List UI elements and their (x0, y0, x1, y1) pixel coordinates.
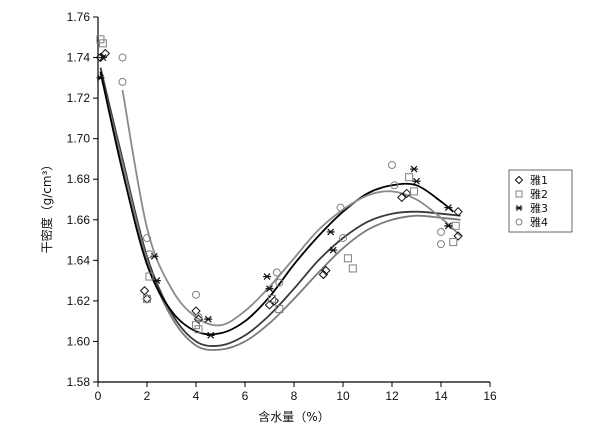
diamond-marker (401, 188, 412, 199)
circle-marker (145, 250, 154, 259)
circle-marker (390, 181, 399, 190)
y-tick-label: 1.72 (67, 91, 91, 105)
legend-label: 雅2 (530, 187, 548, 201)
star-marker (444, 204, 453, 212)
circle-marker (437, 227, 445, 236)
diamond-marker (453, 231, 463, 241)
fit-curve (99, 71, 454, 336)
x-tick-label: 12 (385, 389, 399, 403)
y-axis-ticks: 1.58 1.60 1.62 1.64 1.66 1.68 1.70 1.72 1.74 1.76 (67, 10, 98, 389)
y-tick-label: 1.60 (67, 334, 91, 348)
diamond-marker (453, 206, 463, 217)
circle-marker (272, 268, 281, 277)
circle-marker (118, 53, 127, 62)
x-tick-label: 8 (291, 389, 298, 403)
star-marker (263, 273, 272, 280)
square-marker (194, 325, 203, 334)
square-marker (405, 173, 414, 182)
y-tick-label: 1.64 (67, 253, 91, 267)
square-marker (343, 254, 352, 263)
diamond-marker (139, 286, 150, 296)
y-tick-label: 1.62 (67, 294, 91, 308)
star-marker (206, 331, 215, 339)
fit-curve (99, 73, 461, 351)
circle-marker (192, 290, 200, 299)
square-marker (515, 190, 523, 198)
y-tick-label: 1.70 (67, 132, 91, 146)
square-marker (145, 272, 154, 281)
diamond-marker (142, 294, 152, 304)
fit-curves (99, 67, 462, 351)
x-axis-ticks: 0 2 4 6 8 10 12 14 16 (95, 382, 497, 403)
x-tick-label: 14 (434, 389, 448, 403)
data-markers (95, 35, 463, 339)
star-marker (412, 177, 421, 185)
legend-label: 雅3 (530, 201, 548, 215)
square-marker (275, 305, 284, 313)
fit-curve (121, 89, 462, 327)
fit-curve (99, 67, 461, 347)
x-tick-label: 4 (193, 389, 200, 403)
star-marker (265, 285, 274, 293)
circle-marker (339, 234, 347, 243)
x-tick-label: 6 (242, 389, 249, 403)
circle-marker (275, 278, 284, 287)
diamond-marker (269, 296, 280, 306)
x-tick-label: 0 (95, 389, 102, 403)
diamond-marker (95, 52, 106, 63)
diamond-marker (318, 269, 329, 280)
star-marker (515, 204, 523, 212)
square-marker (449, 238, 458, 247)
star-marker (444, 222, 453, 230)
circle-marker (194, 313, 203, 322)
y-tick-label: 1.74 (67, 51, 91, 65)
square-marker (96, 35, 105, 44)
diamond-marker (397, 192, 407, 203)
circle-marker (118, 77, 127, 86)
circle-marker (143, 234, 151, 243)
star-marker (410, 165, 419, 173)
x-tick-label: 2 (144, 389, 151, 403)
y-tick-label: 1.76 (67, 10, 91, 24)
star-marker (98, 54, 107, 61)
square-marker (98, 39, 107, 48)
square-marker (143, 294, 151, 303)
star-marker (326, 228, 335, 236)
star-marker (96, 74, 105, 82)
circle-marker (388, 161, 396, 170)
square-marker (410, 187, 419, 196)
x-axis-title: 含水量（%） (258, 409, 329, 424)
y-tick-label: 1.68 (67, 172, 91, 186)
y-tick-label: 1.66 (67, 213, 91, 227)
star-marker (204, 315, 213, 323)
legend-label: 雅1 (530, 173, 548, 187)
legend-label: 雅4 (530, 215, 548, 229)
diamond-marker (514, 175, 524, 185)
diamond-marker (264, 300, 275, 310)
circle-marker (515, 218, 523, 226)
square-marker (192, 321, 200, 330)
diamond-marker (321, 265, 331, 276)
star-marker (152, 277, 161, 285)
square-marker (267, 294, 276, 303)
y-tick-label: 1.58 (67, 375, 91, 389)
square-marker (348, 264, 357, 273)
circle-marker (437, 240, 445, 249)
legend-box (508, 169, 573, 233)
x-tick-label: 10 (336, 389, 350, 403)
circle-marker (336, 203, 345, 212)
star-marker (329, 246, 338, 254)
y-axis-title: 干密度（g/cm³） (39, 159, 54, 254)
diamond-marker (193, 314, 204, 324)
x-tick-label: 16 (483, 389, 497, 403)
plot-area: 1.58 1.60 1.62 1.64 1.66 1.68 1.70 1.72 1.74 1.76… (67, 10, 497, 403)
star-marker (150, 252, 159, 260)
